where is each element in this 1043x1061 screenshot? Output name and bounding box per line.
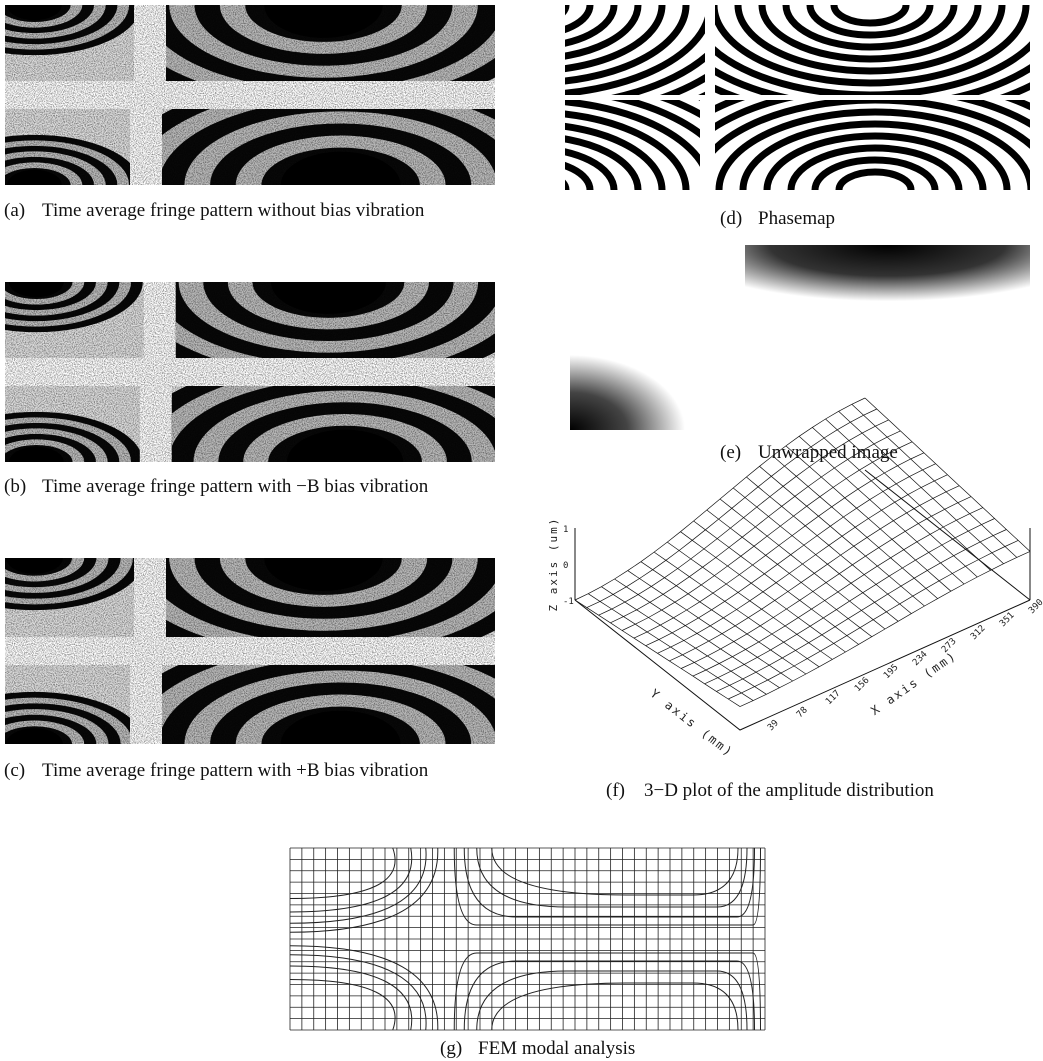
mesh-line	[634, 453, 924, 638]
caption: (e)Unwrapped image	[720, 440, 898, 465]
z-tick-label: -1	[563, 597, 574, 607]
mesh-line	[740, 551, 1030, 706]
contour	[492, 983, 738, 1030]
y-axis-label: Y axis (mm)	[648, 686, 737, 760]
unwrapped-blob	[570, 355, 685, 430]
fringe-image	[0, 0, 574, 295]
phase-fringe	[810, 0, 930, 35]
caption: (g)FEM modal analysis	[440, 1036, 635, 1061]
fem-mesh	[290, 848, 765, 1030]
caption-label: (e)	[720, 440, 758, 465]
x-tick-label: 39	[766, 718, 781, 733]
caption-text: Unwrapped image	[758, 442, 898, 463]
contour	[477, 848, 747, 907]
contour	[290, 848, 412, 912]
phase-fringe	[494, 0, 566, 23]
speckle	[5, 282, 495, 462]
x-tick-label: 78	[795, 705, 810, 720]
speckle	[5, 558, 495, 744]
caption-label: (c)	[4, 758, 42, 783]
caption: (c)Time average fringe pattern with +B b…	[4, 758, 538, 783]
caption: (d)Phasemap	[720, 206, 841, 231]
mesh-line	[728, 540, 1018, 699]
caption-label: (b)	[4, 474, 42, 499]
unwrapped-blob	[745, 245, 1030, 320]
speckle	[5, 5, 495, 185]
caption-label: (g)	[440, 1036, 478, 1061]
caption-label: (a)	[4, 198, 42, 223]
mesh-line	[658, 475, 948, 654]
z-tick-label: 0	[563, 561, 568, 571]
caption-label: (d)	[720, 206, 758, 231]
fringe-image	[0, 449, 574, 853]
contour	[477, 971, 747, 1030]
page: 3978117156195234273312351390X axis (mm)Y…	[0, 0, 1043, 1061]
fringe-image	[0, 177, 571, 569]
figure-art: 3978117156195234273312351390X axis (mm)Y…	[0, 0, 1043, 1061]
caption-text: Time average fringe pattern without bias…	[42, 200, 424, 221]
caption-text: Time average fringe pattern with −B bias…	[42, 476, 428, 497]
z-axis-label: Z axis (um)	[547, 517, 560, 612]
caption-text: Phasemap	[758, 208, 835, 229]
caption: (b)Time average fringe pattern with −B b…	[4, 474, 538, 499]
contour	[290, 848, 395, 899]
contour	[290, 966, 412, 1030]
z-tick-label: 1	[563, 525, 568, 535]
phase-fringe	[743, 124, 1007, 256]
contour	[492, 848, 738, 895]
caption-text: 3−D plot of the amplitude distribution	[644, 780, 934, 801]
caption-label: (f)	[606, 778, 644, 803]
caption-text: FEM modal analysis	[478, 1038, 635, 1059]
phase-fringe	[834, 0, 906, 23]
mesh-line	[669, 486, 959, 661]
contour	[290, 980, 395, 1031]
phase-fringe	[839, 172, 911, 208]
caption: (f)3−D plot of the amplitude distributio…	[606, 778, 934, 803]
caption-text: Time average fringe pattern with +B bias…	[42, 760, 428, 781]
caption: (a)Time average fringe pattern without b…	[4, 198, 538, 223]
